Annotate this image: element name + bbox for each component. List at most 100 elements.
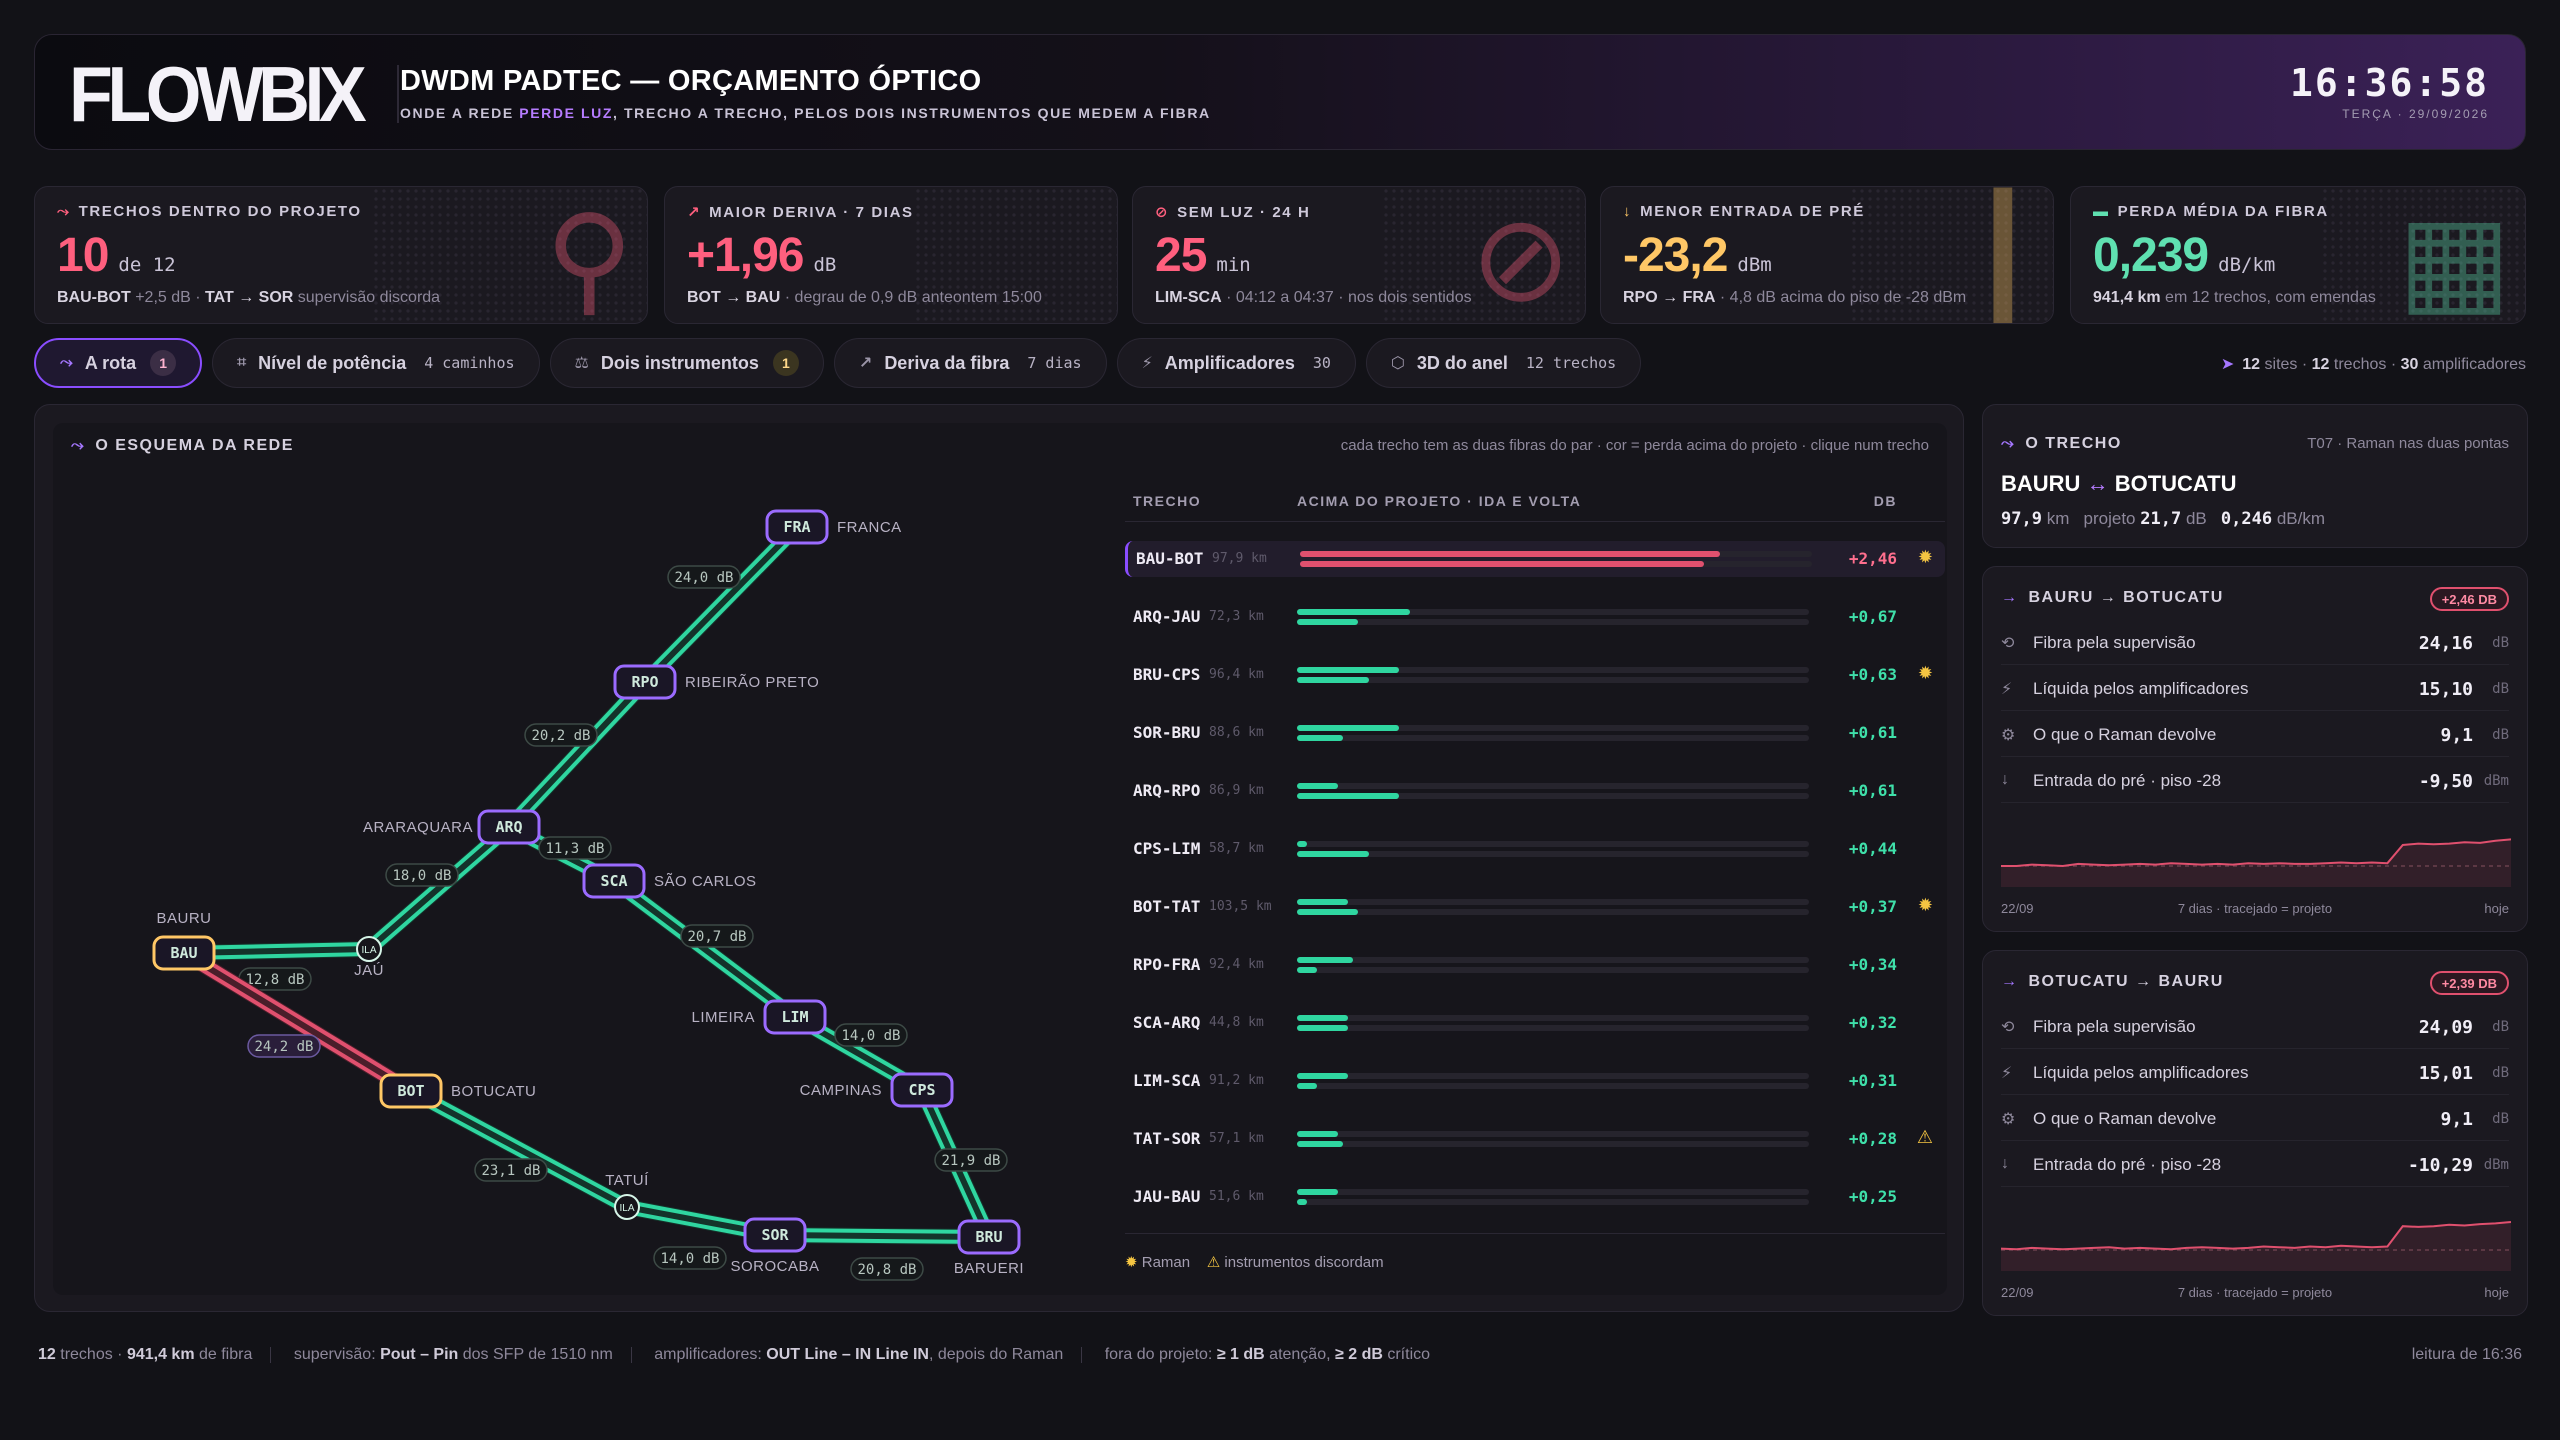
spark-x-end: hoje [2484,1285,2509,1300]
svg-text:21,9 dB: 21,9 dB [941,1153,1000,1169]
table-row[interactable]: LIM-SCA 91,2 km +0,31 [1125,1063,1945,1099]
kpi-card-4[interactable]: ↓ MENOR ENTRADA DE PRÉ -23,2 dBm RPO → FRA… [1600,186,2054,324]
scheme-hint: cada trecho tem as duas fibras do par · … [1340,437,1929,454]
route-icon: ⤳ [57,203,71,220]
svg-text:18,0 dB: 18,0 dB [392,868,451,884]
node-cps[interactable]: CPS [890,1072,954,1108]
node-sor[interactable]: SOR [743,1217,807,1253]
link-loss-label: 23,1 dB [474,1158,548,1182]
bar-ida [1297,667,1400,673]
table-row[interactable]: BRU-CPS 96,4 km +0,63 ✹ [1125,657,1945,693]
table-row[interactable]: SOR-BRU 88,6 km +0,61 [1125,715,1945,751]
kpi-detail: BOT → BAU · degrau de 0,9 dB anteontem 1… [687,289,1042,306]
fiber-link[interactable] [176,945,419,1099]
legend-divider [1125,1233,1945,1234]
ruler-icon: ▬ [2093,203,2110,220]
node-sca[interactable]: SCA [582,863,646,899]
bar-ida [1297,1073,1349,1079]
node-arq[interactable]: ARQ [477,809,541,845]
bar-ida [1297,609,1410,615]
kpi-value: -23,2 dBm [1623,229,1772,282]
segment-km: 51,6 km [1209,1189,1264,1204]
direction-pill: +2,46 DB [2429,587,2509,611]
direction-card-1[interactable]: → BAURU → BOTUCATU +2,46 DB ⟲ Fibra pela su… [1982,566,2528,932]
tab-1[interactable]: ⤳ A rota 1 [34,338,203,388]
tab-5[interactable]: ⚡ Amplificadores 30 [1116,338,1356,388]
spark-x-start: 22/09 [2001,901,2034,916]
no-light-icon: ⊘ [1155,204,1170,221]
table-row[interactable]: ARQ-RPO 86,9 km +0,61 [1125,773,1945,809]
kpi-watermark-icon: ┃ [1966,192,2039,324]
table-row[interactable]: BOT-TAT 103,5 km +0,37 ✹ [1125,889,1945,925]
kpi-card-1[interactable]: ⤳ TRECHOS DENTRO DO PROJETO 10 de 12 BAU-B… [34,186,648,324]
fiber-link[interactable] [767,1227,997,1245]
bar-track-volta [1297,1083,1809,1089]
tab-bar: ⤳ A rota 1 ⌗ Nível de potência 4 caminhos ⚖ Doi… [34,338,1642,388]
segment-km: 96,4 km [1209,667,1264,682]
bar-track-volta [1297,851,1809,857]
bar-ida [1300,551,1720,557]
tab-3[interactable]: ⚖ Dois instrumentos 1 [549,338,824,388]
bar-track-volta [1297,793,1809,799]
bar-track-volta [1300,561,1812,567]
svg-text:20,7 dB: 20,7 dB [687,929,746,945]
kpi-watermark-icon: ⊘ [1470,192,1571,324]
raman-icon: ✹ [1125,1254,1138,1271]
node-bot[interactable]: BOT [379,1073,443,1109]
tab-4[interactable]: ↗ Deriva da fibra 7 dias [833,338,1107,388]
tab-6[interactable]: ⬡ 3D do anel 12 trechos [1365,338,1642,388]
table-row[interactable]: TAT-SOR 57,1 km +0,28 ⚠ [1125,1121,1945,1157]
metric-row: ⚙ O que o Raman devolve 9,1 dB [2001,713,2509,757]
table-row[interactable]: CPS-LIM 58,7 km +0,44 [1125,831,1945,867]
kpi-card-5[interactable]: ▬ PERDA MÉDIA DA FIBRA 0,239 dB/km 941,4 k… [2070,186,2526,324]
table-row[interactable]: ARQ-JAU 72,3 km +0,67 [1125,599,1945,635]
bar-track-ida [1297,841,1809,847]
direction-pill: +2,39 DB [2429,971,2509,995]
kpi-card-2[interactable]: ↗ MAIOR DERIVA · 7 DIAS +1,96 dB BOT → BAU… [664,186,1118,324]
arrow-down-icon: ↓ [2001,771,2009,788]
sparkline-line [2001,1221,2511,1251]
link-loss-label: 14,0 dB [834,1023,908,1047]
kpi-value: +1,96 dB [687,229,837,282]
table-row[interactable]: JAU-BAU 51,6 km +0,25 [1125,1179,1945,1215]
table-row[interactable]: BAU-BOT 97,9 km +2,46 ✹ [1125,541,1945,577]
svg-text:24,2 dB: 24,2 dB [254,1039,313,1055]
node-ila1[interactable]: ILA [356,936,382,962]
bar-volta [1297,1199,1308,1205]
footer-reading-time: leitura de 16:36 [2411,1346,2522,1363]
link-loss-label: 24,2 dB [247,1034,321,1058]
table-row[interactable]: SCA-ARQ 44,8 km +0,32 [1125,1005,1945,1041]
node-bau[interactable]: BAU [152,935,216,971]
warning-icon: ⚠ [1916,1127,1933,1147]
node-rpo[interactable]: RPO [613,664,677,700]
table-row[interactable]: RPO-FRA 92,4 km +0,34 [1125,947,1945,983]
bar-track-ida [1297,1131,1809,1137]
fiber-link[interactable] [501,674,653,835]
clock-time: 16:36:58 [2289,61,2489,105]
bar-track-ida [1297,609,1809,615]
node-ila2[interactable]: ILA [614,1194,640,1220]
kpi-detail: 941,4 km em 12 trechos, com emendas [2093,289,2376,306]
fiber-link[interactable] [606,873,803,1025]
segment-name: BOT-TAT [1133,897,1201,916]
tab-icon: ↗ [858,355,873,372]
kpi-card-3[interactable]: ⊘ SEM LUZ · 24 H 25 min LIM-SCA · 04:12 a … [1132,186,1586,324]
fiber-link[interactable] [403,1083,635,1215]
arrow-right-icon: → [2001,973,2019,990]
node-lim[interactable]: LIM [763,999,827,1035]
legend: ✹ Raman ⚠ instrumentos discordam [1125,1254,1384,1271]
trend-up-icon: ↗ [687,204,702,221]
header-divider [397,65,399,123]
fiber-link[interactable] [637,519,805,690]
link-loss-label: 24,0 dB [667,565,741,589]
bar-track-volta [1297,677,1809,683]
node-fra[interactable]: FRA [765,509,829,545]
tab-2[interactable]: ⌗ Nível de potência 4 caminhos [212,338,540,388]
metric-row: ⟲ Fibra pela supervisão 24,09 dB [2001,1005,2509,1049]
raman-icon: ✹ [1917,895,1933,915]
direction-card-2[interactable]: → BOTUCATU → BAURU +2,39 DB ⟲ Fibra pela su… [1982,950,2528,1316]
sparkline [2001,838,2511,887]
metric-row: ↓ Entrada do pré · piso -28 -10,29 dBm [2001,1143,2509,1187]
bar-volta [1297,793,1400,799]
node-bru[interactable]: BRU [957,1219,1021,1255]
